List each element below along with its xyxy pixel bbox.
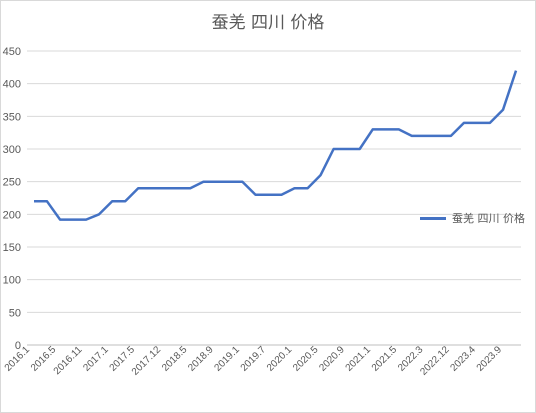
y-tick-label: 150 [3,242,21,254]
y-tick-label: 100 [3,275,21,287]
x-tick-label: 2023.4 [448,344,478,374]
x-tick-label: 2020.5 [291,344,321,374]
x-tick-label: 2020.1 [265,344,295,374]
y-tick-label: 300 [3,144,21,156]
series-line [34,70,518,221]
y-tick-label: 250 [3,177,21,189]
x-tick-label: 2022.12 [418,344,452,378]
x-tick-label: 2019.1 [212,344,242,374]
y-tick-label: 200 [3,209,21,221]
y-tick-label: 400 [3,79,21,91]
legend-swatch [420,216,446,220]
x-tick-label: 2017.12 [130,344,164,378]
y-tick-label: 0 [15,340,21,352]
x-tick-label: 2018.5 [160,344,190,374]
y-tick-label: 50 [9,307,21,319]
x-tick-label: 2016.11 [52,344,85,377]
y-tick-label: 450 [3,46,21,58]
legend-label: 蚕羌 四川 价格 [452,212,525,225]
x-tick-label: 2023.9 [475,344,505,374]
y-tick-label: 350 [3,111,21,123]
x-tick-label: 2019.7 [239,344,269,374]
x-tick-label: 2021.1 [344,344,374,374]
x-tick-label: 2018.9 [186,344,216,374]
x-tick-label: 2017.1 [81,344,111,374]
x-tick-label: 2021.5 [370,344,400,374]
legend: 蚕羌 四川 价格 [420,210,525,226]
chart-title: 蚕羌 四川 价格 [211,13,325,33]
x-tick-label: 2020.9 [317,344,347,374]
